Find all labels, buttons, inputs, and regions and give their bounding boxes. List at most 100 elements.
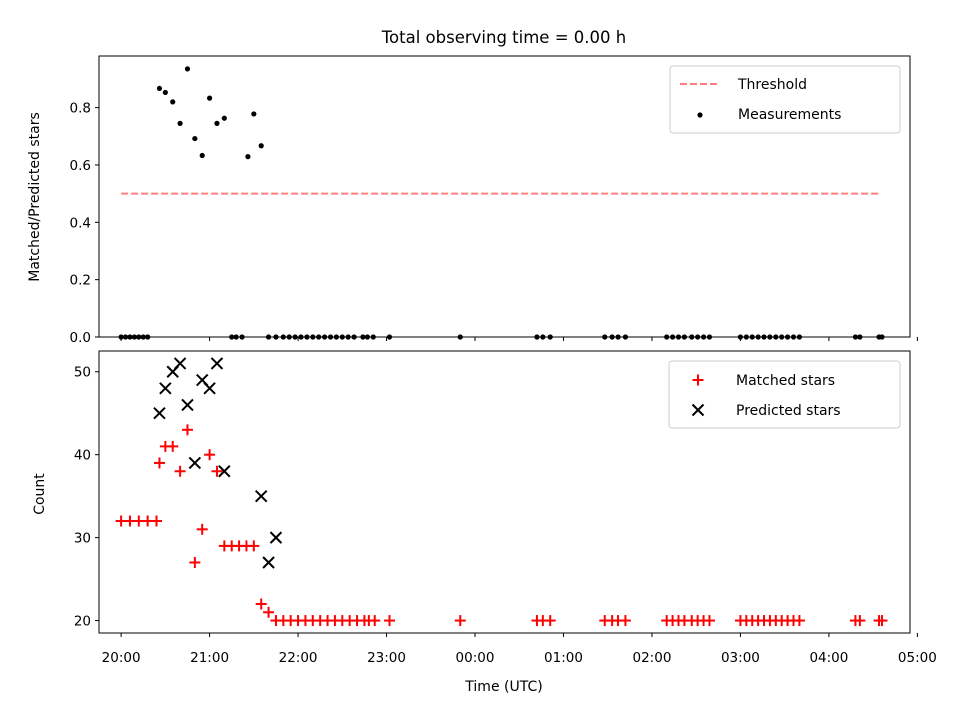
measurement-point bbox=[761, 334, 767, 340]
measurement-point bbox=[229, 334, 235, 340]
bottom-legend: Matched stars Predicted stars bbox=[668, 360, 901, 429]
x-tick-label: 21:00 bbox=[190, 650, 229, 666]
measurement-point bbox=[221, 115, 227, 121]
measurement-point bbox=[695, 334, 701, 340]
matched-star-point bbox=[854, 615, 866, 627]
measurement-point bbox=[773, 334, 779, 340]
matched-star-point bbox=[454, 615, 466, 627]
matched-stars-legend-swatch bbox=[692, 374, 704, 386]
measurement-point bbox=[386, 334, 393, 340]
legend-box bbox=[669, 65, 901, 134]
top-plot-frame bbox=[98, 55, 911, 338]
predicted-stars-legend-label: Predicted stars bbox=[736, 403, 841, 419]
chart-title: Total observing time = 0.00 h bbox=[381, 28, 626, 47]
measurements-legend-swatch bbox=[697, 112, 703, 118]
measurement-point bbox=[206, 95, 213, 101]
x-tick-label: 04:00 bbox=[809, 650, 848, 666]
top-y-axis-label: Matched/Predicted stars bbox=[27, 112, 43, 282]
measurement-point bbox=[370, 334, 376, 340]
measurement-point bbox=[298, 334, 304, 340]
y-tick-label: 40 bbox=[74, 448, 91, 464]
measurement-point bbox=[755, 334, 761, 340]
measurement-point bbox=[258, 143, 264, 149]
predicted-star-point bbox=[269, 531, 283, 544]
y-tick-label: 0.0 bbox=[70, 330, 91, 346]
measurement-point bbox=[609, 334, 615, 340]
measurement-point bbox=[360, 334, 366, 340]
y-tick-label: 20 bbox=[74, 614, 91, 630]
predicted-star-point bbox=[262, 556, 275, 569]
predicted-star-point bbox=[203, 382, 216, 395]
measurement-point bbox=[622, 334, 629, 340]
x-tick-label: 20:00 bbox=[102, 650, 141, 666]
matched-star-point bbox=[174, 465, 186, 477]
matched-star-point bbox=[793, 615, 805, 627]
y-tick-label: 30 bbox=[74, 531, 91, 547]
y-tick-label: 0.8 bbox=[70, 101, 91, 117]
measurement-point bbox=[199, 152, 205, 159]
measurements-legend-label: Measurements bbox=[738, 107, 841, 123]
matched-star-point bbox=[263, 606, 275, 618]
matched-stars-series bbox=[115, 424, 888, 627]
x-tick-label: 03:00 bbox=[721, 650, 760, 666]
measurement-point bbox=[675, 334, 682, 340]
bottom-plot-frame bbox=[98, 350, 911, 634]
top-legend: Threshold Measurements bbox=[669, 65, 901, 134]
matched-star-point bbox=[151, 515, 163, 527]
measurement-point bbox=[162, 89, 168, 96]
threshold-legend-label: Threshold bbox=[737, 77, 807, 93]
measurement-point bbox=[796, 334, 803, 340]
measurement-point bbox=[127, 334, 133, 340]
measurement-point bbox=[602, 334, 608, 340]
x-axis-label: Time (UTC) bbox=[464, 679, 542, 695]
measurement-point bbox=[615, 334, 621, 340]
matched-star-point bbox=[619, 615, 631, 627]
measurement-point bbox=[669, 334, 676, 340]
predicted-star-point bbox=[159, 382, 172, 395]
measurement-point bbox=[233, 334, 239, 340]
measurement-point bbox=[689, 334, 695, 340]
measurement-point bbox=[177, 120, 183, 126]
top-plot-area: 0.00.20.40.60.8 Matched/Predicted stars … bbox=[27, 55, 918, 346]
measurement-point bbox=[534, 334, 540, 340]
measurement-point bbox=[351, 334, 357, 340]
measurement-point bbox=[245, 154, 251, 160]
x-tick-label: 05:00 bbox=[898, 650, 937, 666]
top-x-axis-ticks bbox=[120, 337, 918, 341]
measurement-point bbox=[790, 334, 797, 340]
measurement-point bbox=[547, 334, 553, 340]
measurement-point bbox=[265, 334, 272, 340]
measurement-point bbox=[345, 334, 351, 340]
y-tick-label: 0.4 bbox=[70, 215, 91, 231]
predicted-star-point bbox=[188, 456, 202, 470]
measurement-point bbox=[700, 334, 707, 340]
predicted-star-point bbox=[210, 357, 224, 370]
measurement-point bbox=[214, 120, 220, 126]
predicted-star-point bbox=[181, 398, 194, 412]
measurement-point bbox=[785, 334, 791, 340]
measurement-point bbox=[743, 334, 749, 340]
measurement-point bbox=[292, 334, 298, 340]
bottom-y-axis-label: Count bbox=[32, 473, 48, 515]
predicted-star-point bbox=[153, 406, 166, 420]
matched-star-point bbox=[255, 598, 267, 610]
x-tick-label: 23:00 bbox=[367, 650, 406, 666]
predicted-star-point bbox=[218, 465, 231, 478]
top-y-axis-ticks: 0.0 0.2 0.4 0.6 0.8 bbox=[70, 101, 99, 346]
matched-star-point bbox=[204, 449, 216, 461]
measurement-point bbox=[364, 334, 370, 340]
measurement-point bbox=[316, 334, 322, 340]
measurement-point bbox=[767, 334, 773, 340]
matched-star-point bbox=[181, 424, 193, 436]
measurement-point bbox=[852, 334, 859, 340]
bottom-y-axis-ticks: 20 30 40 50 bbox=[74, 365, 99, 630]
measurement-point bbox=[239, 334, 245, 340]
x-tick-label: 22:00 bbox=[279, 650, 318, 666]
measurement-point bbox=[681, 334, 687, 340]
measurements-series bbox=[118, 66, 885, 340]
measurement-point bbox=[286, 334, 292, 340]
matched-star-point bbox=[189, 557, 201, 568]
predicted-star-point bbox=[254, 489, 268, 503]
matched-star-point bbox=[211, 465, 223, 477]
